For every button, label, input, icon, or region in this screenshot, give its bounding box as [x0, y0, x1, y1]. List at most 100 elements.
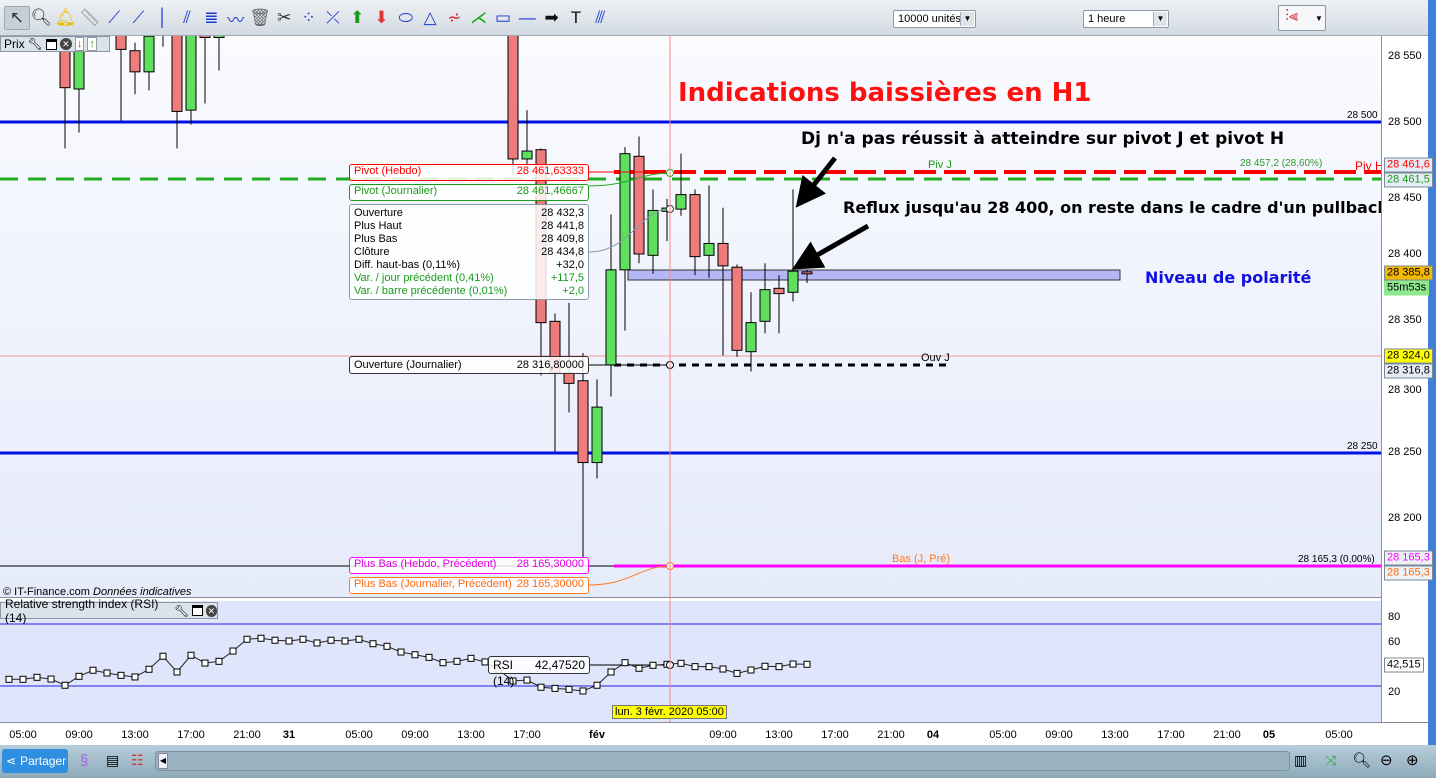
plus-bas-hebdo-label: Plus Bas (Hebdo, Précédent): [354, 558, 497, 570]
select-arrow-icon[interactable]: ↖: [4, 6, 30, 30]
pitchfork-icon[interactable]: ⫻: [595, 8, 606, 27]
maximize-icon[interactable]: [45, 38, 57, 50]
order-book-icon[interactable]: ☷: [131, 752, 144, 768]
bas-overlap-label: 28 165,3 (0,00%): [1298, 554, 1375, 565]
ruler-icon[interactable]: 📏︎: [79, 8, 101, 27]
plus-bas-jour-label: Plus Bas (Journalier, Précédent): [354, 578, 512, 590]
arrow-annotation-1: [795, 156, 837, 208]
segment-icon[interactable]: ⟋: [132, 8, 145, 27]
trend-line-icon[interactable]: ⟋: [108, 8, 121, 27]
horizontal-scrollbar[interactable]: ◀: [155, 751, 1290, 771]
time-tick: 09:00: [709, 729, 737, 741]
timeframe-select[interactable]: 1 heure ▼: [1083, 10, 1169, 28]
time-tick: 13:00: [1101, 729, 1129, 741]
wrench-icon[interactable]: 🔧︎: [174, 603, 190, 618]
candle-up: [647, 209, 659, 256]
time-tick: 17:00: [821, 729, 849, 741]
auto-scale-icon[interactable]: ⤨: [1325, 752, 1337, 768]
time-tick: fév: [589, 729, 605, 741]
ohlc-row: Plus Bas 28 409,8: [354, 233, 584, 246]
time-tick: 31: [282, 729, 296, 741]
badge-ouv-j: 28 316,8: [1384, 363, 1433, 379]
triangle-icon[interactable]: △: [423, 8, 437, 27]
down-arrow-icon[interactable]: ⬇: [374, 8, 389, 27]
badge-piv-j: 28 461,5: [1384, 172, 1433, 188]
vertical-line-icon[interactable]: │: [157, 8, 169, 27]
point-icon[interactable]: ⁘: [301, 8, 316, 27]
time-tick: 13:00: [121, 729, 149, 741]
price-tick: 28 450: [1388, 192, 1422, 204]
ohlc-value: 28 409,8: [541, 233, 584, 245]
candle-down: [731, 266, 743, 351]
fibonacci-icon[interactable]: ≣: [204, 8, 219, 27]
price-tick: 28 550: [1388, 50, 1422, 62]
bottom-bar: ⋖ Partager § ▤ ☷ ◀ ▥ ⤨ 🔍︎ ⊖ ⊕: [0, 745, 1436, 778]
rsi-point: [635, 664, 643, 672]
time-tick: 17:00: [513, 729, 541, 741]
horizontal-segment-icon[interactable]: —: [518, 8, 536, 27]
rsi-panel[interactable]: [0, 601, 1381, 722]
fan-icon[interactable]: ⋌: [470, 8, 488, 27]
move-up-icon[interactable]: ↑: [87, 37, 97, 51]
annotation-note-1: Dj n'a pas réussit à atteindre sur pivot…: [801, 129, 1285, 149]
price-chart-panel[interactable]: [0, 36, 1381, 598]
pivot-jour-value: 28 461,46667: [516, 185, 584, 197]
rsi-point: [313, 639, 321, 647]
rsi-point: [453, 657, 461, 665]
data-sheet-icon[interactable]: ▤: [106, 752, 120, 768]
alert-bell-icon[interactable]: 🔔︎: [54, 8, 77, 27]
tools-icon[interactable]: ✂: [277, 8, 292, 27]
candle-up: [605, 269, 617, 366]
arrow-right-icon[interactable]: ➡: [544, 8, 559, 27]
units-select[interactable]: 10000 unités ▼: [893, 10, 976, 28]
scroll-left-icon[interactable]: ◀: [158, 753, 168, 769]
link-icon[interactable]: §: [80, 752, 89, 769]
share-button[interactable]: ⋖ Partager: [2, 749, 68, 773]
zoom-in-icon[interactable]: ⊕: [1406, 752, 1419, 769]
rsi-tick-60: 60: [1388, 636, 1401, 648]
trash-icon[interactable]: 🗑︎: [249, 8, 271, 27]
time-tick: 13:00: [457, 729, 485, 741]
time-cursor-label: lun. 3 févr. 2020 05:00: [612, 705, 727, 719]
plus-bas-hebdo-box: Plus Bas (Hebdo, Précédent) 28 165,30000: [349, 557, 589, 574]
ouv-j-label: Ouv J: [921, 352, 950, 364]
range-zone-icon[interactable]: ⩫: [447, 8, 462, 27]
close-icon[interactable]: ✕: [59, 38, 72, 50]
ellipse-icon[interactable]: ⬭: [398, 8, 414, 27]
price-axis[interactable]: [1381, 36, 1428, 722]
rsi-point: [425, 653, 433, 661]
rsi-tooltip: RSI (14) 42,47520: [488, 656, 590, 688]
crossing-line-icon[interactable]: ⤫: [326, 8, 340, 27]
time-tick: 17:00: [177, 729, 205, 741]
rectangle-icon[interactable]: ▭: [494, 8, 512, 27]
timeframe-select-value: 1 heure: [1088, 13, 1126, 25]
rsi-point: [229, 647, 237, 655]
rsi-point: [131, 673, 139, 681]
time-tick: 09:00: [65, 729, 93, 741]
pivot-jour-label: Pivot (Journalier): [354, 185, 438, 197]
wrench-icon[interactable]: 🔧︎: [27, 37, 43, 51]
up-arrow-icon[interactable]: ⬆: [350, 8, 365, 27]
badge-last-price: 28 385,8: [1384, 265, 1433, 281]
candle-up: [158, 3, 168, 16]
trend-tool-icon[interactable]: 〰: [227, 10, 245, 30]
zoom-area-icon[interactable]: 🔍︎: [1352, 752, 1372, 769]
scroll-end-icon[interactable]: ▥: [1294, 752, 1308, 768]
rsi-point: [691, 663, 699, 671]
chart-type-button[interactable]: ⫶⫷ ▼: [1278, 5, 1326, 31]
toolbar: ↖ 🔍︎ 🔔︎ 📏︎ ⟋ ⟋ │ ⫽ ≣ 〰 🗑︎ ✂ ⁘ ⤫ ⬆ ⬇ ⬭ △ ⩫ ⋌ ▭ — ➡ T ⫻ 10000 unit…: [0, 0, 1436, 36]
maximize-icon[interactable]: [192, 605, 203, 616]
close-icon[interactable]: ✕: [205, 604, 217, 617]
zoom-out-icon[interactable]: ⊖: [1380, 752, 1393, 769]
time-tick: 13:00: [765, 729, 793, 741]
ohlc-value: +2,0: [562, 285, 584, 297]
rsi-point: [47, 675, 55, 683]
move-down-icon[interactable]: ↓: [74, 37, 85, 51]
parallel-channel-icon[interactable]: ⫽: [183, 8, 191, 27]
time-axis[interactable]: 05:00 09:00 13:00 17:00 21:00 31 05:00 09:00 13:…: [0, 705, 1428, 745]
rsi-point: [215, 657, 223, 665]
zoom-magnifier-icon[interactable]: 🔍︎: [30, 8, 53, 27]
time-tick: 09:00: [1045, 729, 1073, 741]
candle-down: [773, 287, 785, 295]
text-icon[interactable]: T: [570, 8, 582, 27]
